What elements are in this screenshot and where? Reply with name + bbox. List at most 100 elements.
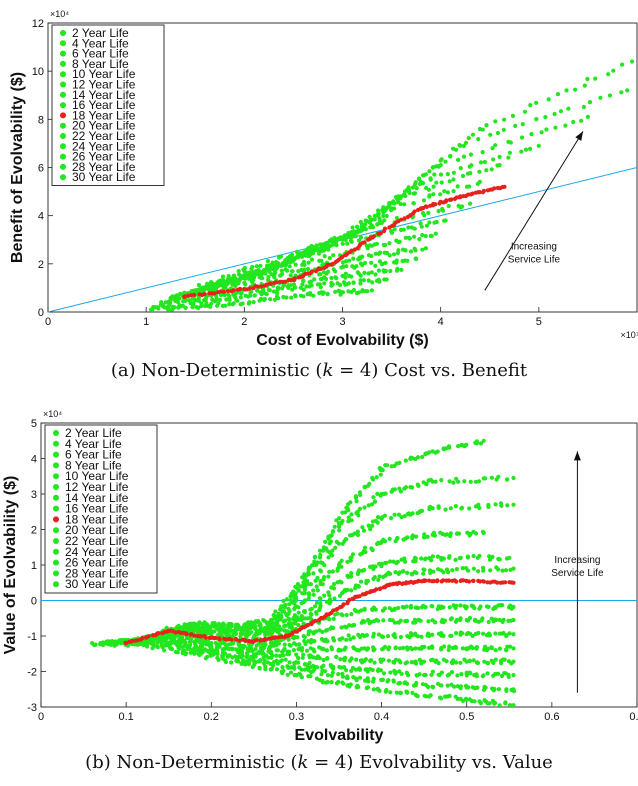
data-point [481,579,486,584]
data-point [353,594,359,599]
data-point [379,539,384,544]
data-point [387,241,392,246]
data-point [254,264,259,269]
data-point [449,197,454,202]
data-point [281,294,286,300]
data-point [325,292,330,297]
legend-box [51,24,165,186]
data-point [458,194,463,199]
data-point [353,494,359,499]
data-point [332,596,337,601]
data-point [296,269,301,274]
data-point [419,224,424,229]
data-point [376,211,381,217]
data-point [474,674,479,679]
data-point [241,658,246,663]
data-point [286,616,291,621]
data-point [453,557,458,562]
data-point [447,644,452,649]
legend-label: 2 Year Life [65,426,122,440]
data-point [316,251,321,256]
data-point [477,505,482,511]
data-point [183,294,188,299]
data-point [458,660,463,665]
y-axis-label: Value of Evolvability ($) [2,476,19,655]
data-point [471,553,476,559]
data-point [327,597,333,602]
data-point [358,278,363,283]
data-point [379,467,384,472]
data-point [192,651,197,656]
data-point [558,109,564,114]
data-point [405,258,410,263]
data-point [240,631,245,636]
data-point [366,679,371,684]
data-point [287,642,292,647]
data-point [322,593,327,598]
data-point [279,268,284,273]
data-point [369,260,374,265]
y-tick-label: 6 [38,163,44,175]
data-point [481,673,486,678]
data-point [427,450,432,455]
data-point [351,256,356,261]
data-point [579,118,584,123]
data-point [190,296,195,301]
legend-label: 28 Year Life [72,160,136,174]
data-point [153,636,158,641]
data-point [255,619,260,624]
data-point [493,119,498,124]
data-point [338,282,343,288]
data-point [424,223,430,228]
data-point [255,284,260,289]
legend-label: 20 Year Life [72,119,136,133]
data-point [345,587,350,592]
y-tick-label: 2 [31,525,37,537]
data-point [198,287,203,292]
data-point [402,189,408,194]
data-point [220,647,225,652]
annotation-text: Service Life [508,254,561,265]
data-point [450,645,455,651]
data-point [413,682,418,688]
data-point [146,634,151,639]
data-point [458,632,463,637]
data-point [427,568,433,573]
data-point [336,562,342,568]
data-point [477,190,482,195]
data-point [283,602,288,608]
data-point [376,515,381,520]
data-point [350,225,355,230]
data-point [611,68,616,73]
data-point [439,555,444,560]
data-point [181,648,186,653]
data-point [293,285,298,290]
data-point [304,648,310,653]
data-point [289,269,295,274]
data-point [286,606,291,611]
data-point [476,569,481,574]
data-point [391,200,396,206]
legend-label: 4 Year Life [72,36,129,50]
data-point [283,657,288,662]
data-point [281,653,286,658]
trend-arrow-head [573,451,581,461]
data-point [433,164,439,169]
legend-marker [60,174,66,181]
data-point [279,658,284,663]
data-point [223,658,228,663]
data-point [311,562,316,568]
data-point [311,571,316,576]
data-point [306,596,311,601]
data-point [216,657,221,662]
data-point [314,600,319,605]
data-point [376,618,381,623]
data-point [348,533,353,538]
data-point [371,676,376,681]
data-point [477,179,482,184]
data-point [160,643,165,649]
data-point [461,154,467,159]
data-point [534,117,539,122]
data-point [481,568,486,573]
annotation-text: Increasing [511,241,557,252]
